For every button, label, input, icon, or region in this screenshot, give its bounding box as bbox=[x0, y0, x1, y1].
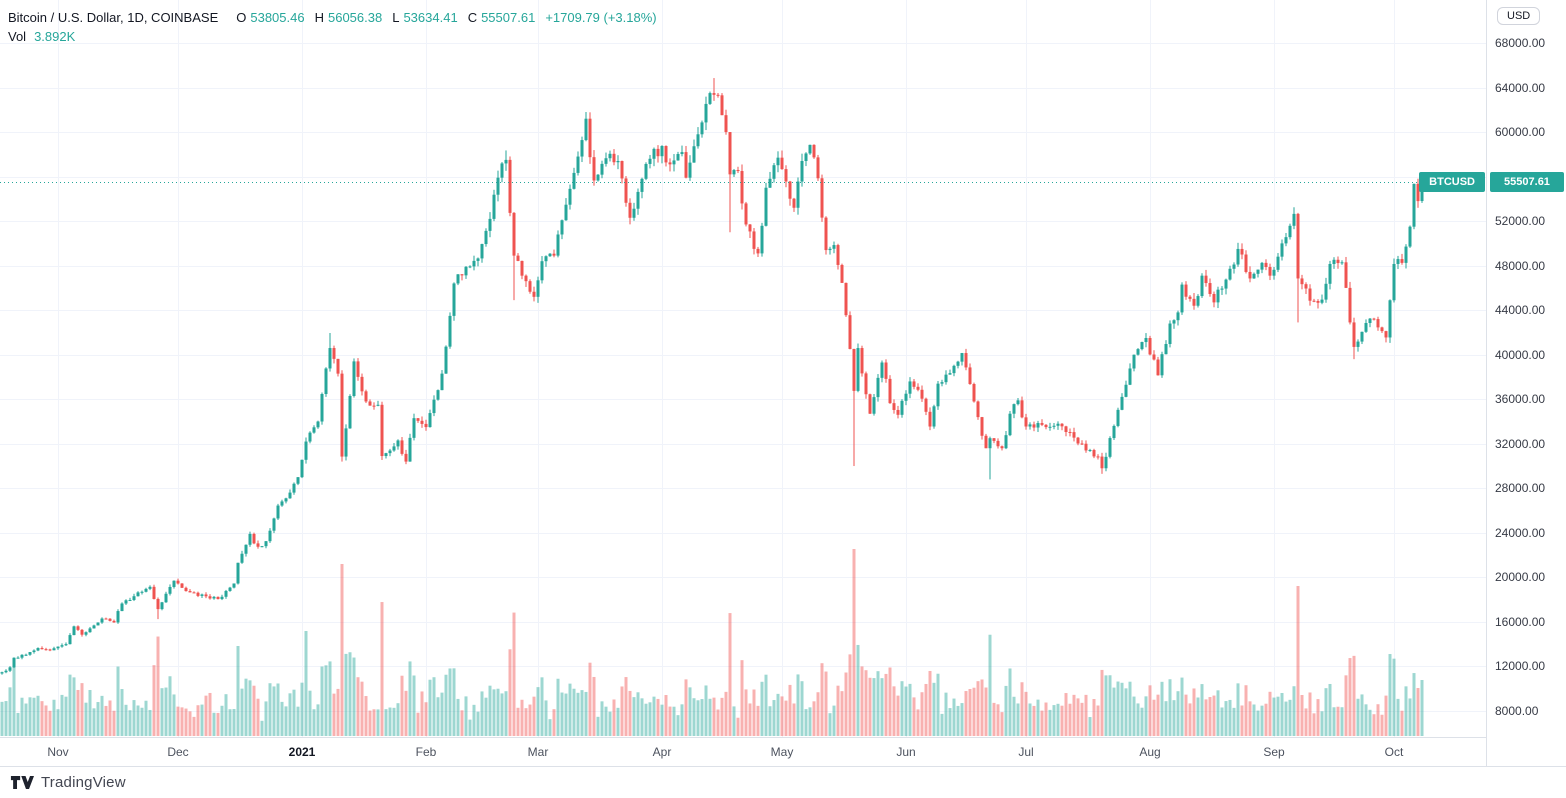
footer: TradingView bbox=[0, 768, 1566, 798]
symbol-description: Bitcoin / U.S. Dollar, 1D, COINBASE bbox=[8, 10, 219, 25]
close-label: C bbox=[467, 10, 478, 25]
tradingview-logo-text: TradingView bbox=[41, 774, 126, 791]
open-label: O bbox=[236, 10, 247, 25]
time-axis-label-dec: Dec bbox=[167, 745, 189, 759]
price-chart-canvas[interactable] bbox=[0, 0, 1486, 737]
price-tick-label: 24000.00 bbox=[1495, 525, 1546, 540]
volume-value: 3.892K bbox=[34, 29, 76, 44]
tradingview-logo[interactable]: TradingView bbox=[10, 774, 126, 791]
price-tick-label: 64000.00 bbox=[1495, 80, 1546, 95]
price-tick-label: 44000.00 bbox=[1495, 303, 1546, 318]
close-value: 55507.61 bbox=[481, 10, 536, 25]
time-axis-label-feb: Feb bbox=[415, 745, 437, 759]
change-value: +1709.79 (+3.18%) bbox=[545, 10, 657, 25]
price-tick-label: 36000.00 bbox=[1495, 392, 1546, 407]
currency-toggle-button[interactable]: USD bbox=[1497, 7, 1541, 25]
price-tick-label: 12000.00 bbox=[1495, 659, 1546, 674]
time-axis-label-jun: Jun bbox=[896, 745, 916, 759]
low-value: 53634.41 bbox=[403, 10, 458, 25]
time-axis-label-oct: Oct bbox=[1384, 745, 1404, 759]
price-tick-label: 60000.00 bbox=[1495, 125, 1546, 140]
time-axis-label-2021: 2021 bbox=[288, 745, 316, 759]
time-axis[interactable]: Nov Dec 2021 Feb Mar Apr May Jun Jul Aug Sep Oct bbox=[0, 737, 1566, 767]
low-label: L bbox=[392, 10, 400, 25]
legend-volume-row: Vol 3.892K bbox=[8, 27, 657, 46]
time-axis-label-mar: Mar bbox=[527, 745, 549, 759]
price-tick-label: 28000.00 bbox=[1495, 481, 1546, 496]
price-tick-label: 40000.00 bbox=[1495, 347, 1546, 362]
time-axis-label-aug: Aug bbox=[1139, 745, 1161, 759]
price-tick-label: 68000.00 bbox=[1495, 36, 1546, 50]
symbol-price-label: BTCUSD bbox=[1419, 172, 1485, 192]
time-axis-label-may: May bbox=[770, 745, 794, 759]
legend-symbol-row: Bitcoin / U.S. Dollar, 1D, COINBASE O 538… bbox=[8, 8, 657, 27]
price-tick-label: 32000.00 bbox=[1495, 436, 1546, 451]
price-tick-label: 8000.00 bbox=[1495, 703, 1539, 718]
high-label: H bbox=[314, 10, 324, 25]
time-axis-label-apr: Apr bbox=[652, 745, 672, 759]
time-axis-label-sep: Sep bbox=[1263, 745, 1285, 759]
open-value: 53805.46 bbox=[250, 10, 305, 25]
last-price-badge: 55507.61 bbox=[1490, 172, 1564, 192]
price-axis[interactable]: USD 68000.0064000.0060000.0056000.005200… bbox=[1486, 0, 1566, 766]
price-tick-label: 16000.00 bbox=[1495, 614, 1546, 629]
price-tick-label: 20000.00 bbox=[1495, 570, 1546, 585]
time-axis-label-nov: Nov bbox=[47, 745, 69, 759]
price-tick-label: 48000.00 bbox=[1495, 258, 1546, 273]
price-tick-label: 52000.00 bbox=[1495, 214, 1546, 229]
chart-legend: Bitcoin / U.S. Dollar, 1D, COINBASE O 538… bbox=[8, 8, 657, 46]
time-axis-label-jul: Jul bbox=[1018, 745, 1034, 759]
tradingview-logo-icon bbox=[10, 775, 34, 790]
high-value: 56056.38 bbox=[327, 10, 383, 25]
volume-label: Vol bbox=[8, 29, 27, 44]
